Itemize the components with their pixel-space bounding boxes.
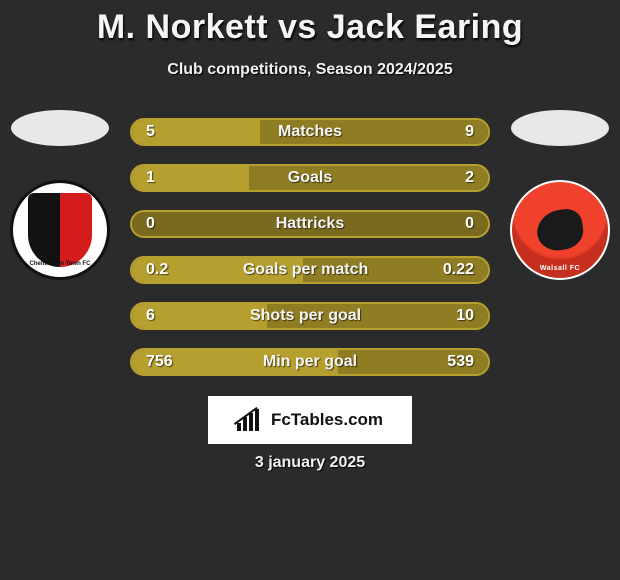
stat-value-right: 2 [465,169,488,187]
stat-value-right: 0 [465,215,488,233]
brand-text: FcTables.com [271,410,383,430]
stat-label: Goals [155,169,465,187]
left-team-name: Cheltenham Town FC [13,261,107,267]
stat-value-left: 5 [132,123,155,141]
stat-label: Hattricks [155,215,465,233]
bird-icon [534,207,585,253]
stat-label: Goals per match [168,261,443,279]
player-photo-placeholder [511,110,609,146]
stat-row: 1Goals2 [130,164,490,192]
footer-date: 3 january 2025 [0,454,620,472]
stats-list: 5Matches9 1Goals2 0Hattricks0 0.2Goals per … [130,118,490,376]
player-photo-placeholder [11,110,109,146]
stat-value-right: 10 [456,307,488,325]
left-team-crest: Cheltenham Town FC [10,180,110,280]
stat-value-left: 6 [132,307,155,325]
right-team-name: Walsall FC [512,265,608,272]
stat-value-left: 0 [132,215,155,233]
comparison-card: M. Norkett vs Jack Earing Club competiti… [0,0,620,580]
stat-row: 6Shots per goal10 [130,302,490,330]
bar-chart-icon [237,409,265,431]
stat-label: Min per goal [173,353,448,371]
page-subtitle: Club competitions, Season 2024/2025 [0,61,620,79]
stat-row: 0.2Goals per match0.22 [130,256,490,284]
stat-value-right: 9 [465,123,488,141]
stat-value-right: 0.22 [443,261,488,279]
stat-label: Shots per goal [155,307,456,325]
stat-row: 756Min per goal539 [130,348,490,376]
page-title: M. Norkett vs Jack Earing [0,8,620,47]
right-player-column: Walsall FC [500,110,620,280]
stat-row: 5Matches9 [130,118,490,146]
stat-label: Matches [155,123,465,141]
stat-value-left: 1 [132,169,155,187]
shield-icon [28,193,92,267]
brand-badge[interactable]: FcTables.com [208,396,412,444]
stat-value-right: 539 [447,353,488,371]
stat-value-left: 756 [132,353,173,371]
left-player-column: Cheltenham Town FC [0,110,120,280]
right-team-crest: Walsall FC [510,180,610,280]
stat-value-left: 0.2 [132,261,168,279]
stat-row: 0Hattricks0 [130,210,490,238]
